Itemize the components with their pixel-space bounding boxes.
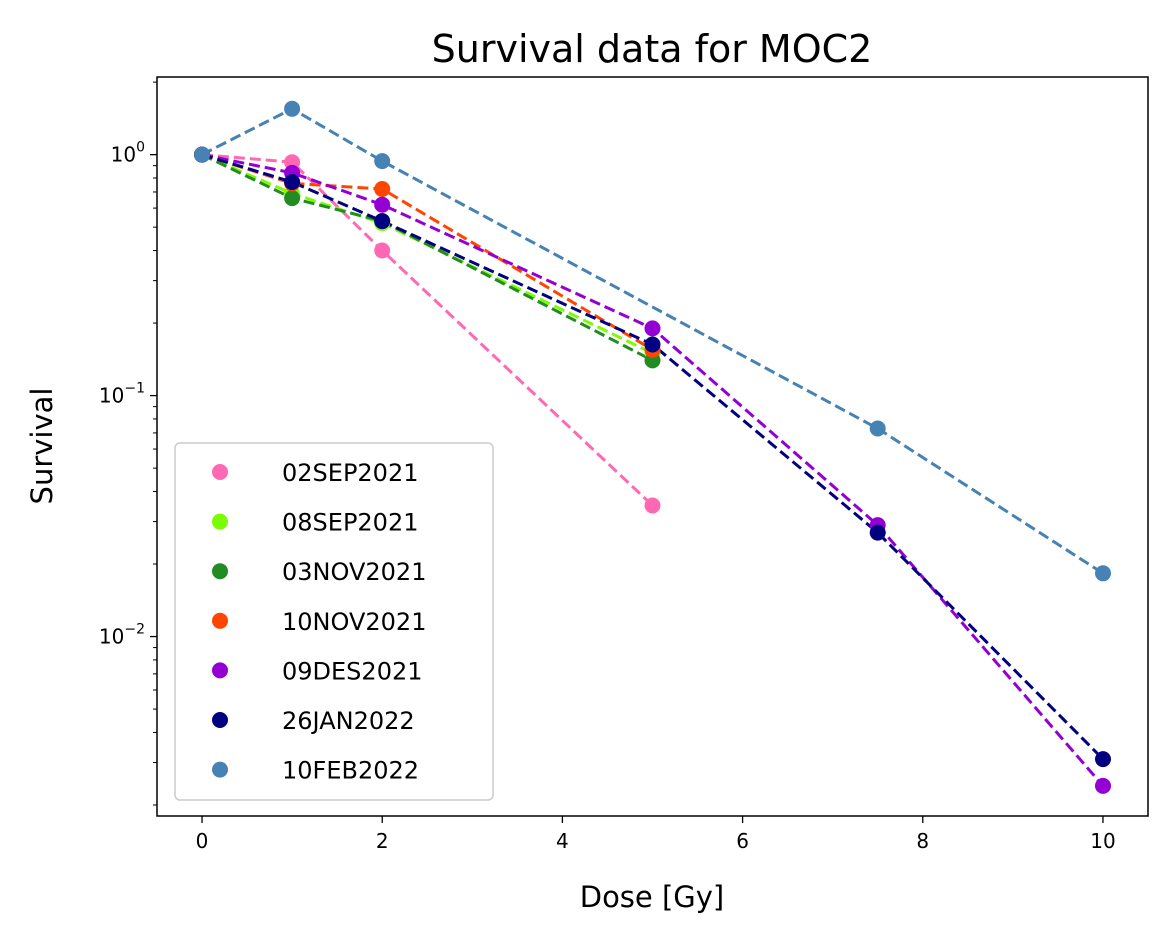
data-point-09DES2021 [644,320,661,337]
legend-label: 08SEP2021 [282,509,419,537]
y-tick-exponent: 0 [136,140,145,156]
legend-marker-03NOV2021 [212,563,228,580]
y-tick-base: 10 [99,384,124,408]
data-point-26JAN2022 [374,213,391,230]
y-tick-label: 100 [111,140,145,167]
data-point-10FEB2022 [1095,565,1111,582]
y-tick-label: 10−2 [99,622,145,649]
y-tick-label: 10−1 [99,381,145,408]
legend-label: 26JAN2022 [282,707,415,735]
legend-frame [174,442,494,801]
y-tick-exponent: −1 [124,381,145,397]
legend-marker-09DES2021 [212,662,228,679]
legend-label: 03NOV2021 [282,558,426,586]
legend-marker-10NOV2021 [212,612,228,629]
x-tick-label: 6 [736,829,749,853]
data-point-26JAN2022 [1095,751,1111,768]
data-point-10FEB2022 [374,153,391,170]
data-point-02SEP2021 [374,242,391,259]
legend-marker-10FEB2022 [212,761,228,778]
x-axis-label: Dose [Gy] [580,880,725,914]
x-tick-label: 2 [376,829,389,853]
y-tick-base: 10 [111,143,136,167]
legend-label: 09DES2021 [282,657,423,685]
data-point-10NOV2021 [374,181,391,197]
data-point-10FEB2022 [284,100,301,117]
data-point-03NOV2021 [284,190,301,207]
legend-label: 10FEB2022 [282,757,419,785]
x-axis: 0 2 4 6 8 10 [196,816,1116,853]
data-point-09DES2021 [1095,777,1111,794]
legend: 02SEP2021 08SEP2021 03NOV2021 10NOV2021 09DE… [174,442,494,801]
y-tick-base: 10 [99,625,124,649]
legend-marker-02SEP2021 [212,464,228,480]
series-line-03NOV2021 [201,153,654,362]
series-line-10NOV2021 [201,153,654,351]
x-tick-label: 8 [916,829,929,853]
x-tick-label: 4 [556,829,569,853]
legend-marker-26JAN2022 [212,712,228,728]
x-tick-label: 0 [196,829,209,853]
data-point-10FEB2022 [869,420,886,437]
series-line-02SEP2021 [201,153,654,507]
series-layer [194,100,1111,794]
data-point-26JAN2022 [644,336,661,353]
series-line-10FEB2022 [201,107,1104,575]
y-axis-label: Survival [25,388,59,505]
data-point-26JAN2022 [284,174,301,190]
series-line-26JAN2022 [201,153,1105,761]
data-point-26JAN2022 [869,524,886,541]
data-point-02SEP2021 [644,497,661,514]
legend-label: 10NOV2021 [282,608,426,636]
legend-label: 02SEP2021 [282,459,419,487]
legend-marker-08SEP2021 [212,513,228,530]
y-tick-exponent: −2 [124,622,145,638]
data-point-10FEB2022 [194,146,210,163]
chart-title: Survival data for MOC2 [432,27,873,71]
x-tick-label: 10 [1090,829,1115,853]
plot-frame [156,76,1149,817]
data-point-09DES2021 [374,196,391,213]
